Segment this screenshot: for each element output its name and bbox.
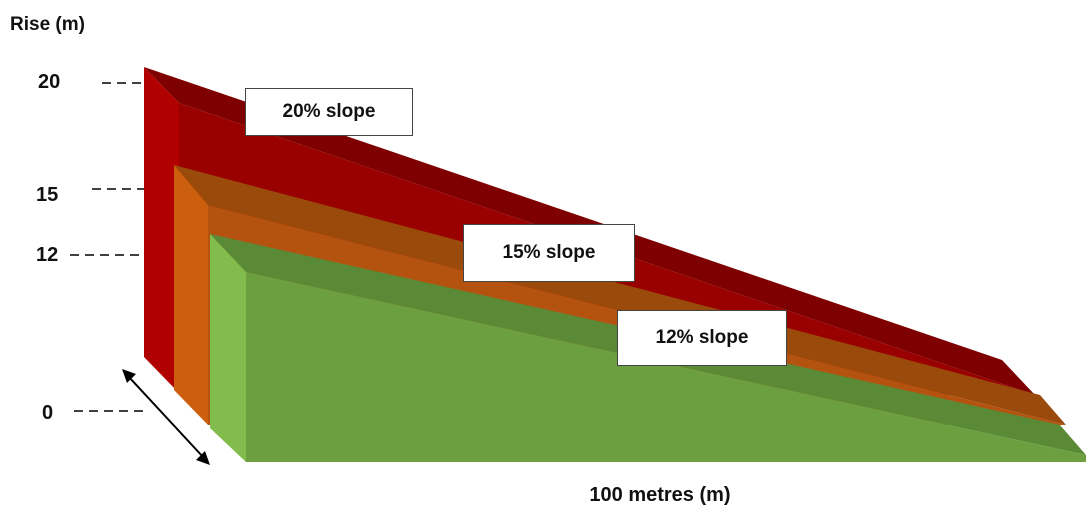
slope-label-20: 20% slope	[245, 88, 413, 136]
tick-label-0: 0	[42, 402, 54, 424]
y-axis-title: Rise (m)	[10, 14, 85, 35]
slope-label-15: 15% slope	[463, 224, 635, 282]
x-axis-title: 100 metres (m)	[589, 484, 731, 506]
tick-label-20: 20	[38, 71, 61, 93]
wedge-20-left-face	[144, 67, 179, 393]
wedge-12-front-face	[246, 272, 1086, 462]
depth-arrow	[122, 369, 210, 465]
tick-label-12: 12	[36, 244, 59, 266]
wedge-15-left-face	[174, 165, 208, 425]
tick-label-15: 15	[36, 184, 59, 206]
slope-label-12: 12% slope	[617, 310, 787, 366]
wedge-15-top	[174, 165, 1066, 425]
wedge-12-left-face	[210, 234, 246, 462]
